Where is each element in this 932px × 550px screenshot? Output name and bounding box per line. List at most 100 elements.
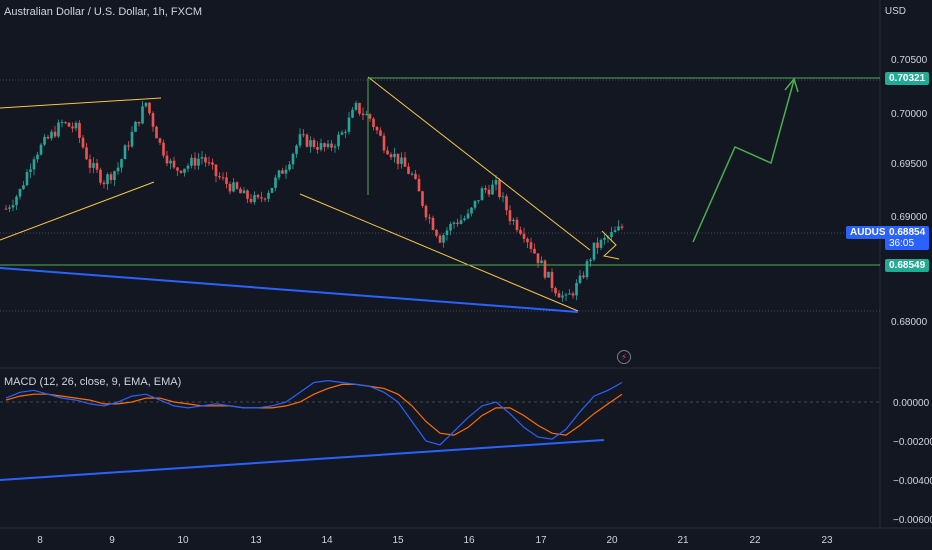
candle-body bbox=[543, 260, 547, 278]
candle-body bbox=[421, 191, 424, 206]
candle-body bbox=[218, 176, 221, 178]
candle-body bbox=[81, 137, 85, 148]
candle-body bbox=[526, 238, 529, 243]
candle-body bbox=[529, 242, 533, 249]
yellow-flag[interactable] bbox=[601, 230, 620, 260]
candle-body bbox=[365, 114, 368, 116]
candle-body bbox=[340, 132, 344, 135]
candle-body bbox=[141, 106, 144, 124]
candle-body bbox=[92, 163, 95, 168]
candle-body bbox=[106, 174, 109, 185]
candle-body bbox=[519, 229, 522, 234]
candle-body bbox=[190, 157, 193, 166]
bar-countdown: 36:05 bbox=[889, 238, 915, 249]
candle-body bbox=[256, 195, 260, 198]
candle-body bbox=[53, 131, 57, 137]
yellow-trendline-upper-left[interactable] bbox=[0, 97, 162, 109]
candle-body bbox=[487, 189, 491, 195]
candle-body bbox=[603, 237, 606, 240]
candle-body bbox=[505, 196, 508, 211]
candle-body bbox=[498, 179, 501, 197]
green-projection-path[interactable] bbox=[692, 79, 795, 243]
candle-body bbox=[8, 207, 11, 209]
last-price-tag: 0.68854 36:05 bbox=[885, 226, 930, 250]
candle-body bbox=[158, 138, 162, 143]
candle-body bbox=[582, 275, 585, 278]
candle-body bbox=[386, 150, 389, 155]
candle-body bbox=[291, 153, 295, 165]
time-tick-label: 8 bbox=[37, 535, 43, 546]
candle-body bbox=[102, 182, 106, 185]
candle-body bbox=[179, 170, 183, 173]
candle-body bbox=[375, 127, 379, 131]
candle-body bbox=[148, 102, 151, 114]
candle-body bbox=[137, 121, 141, 124]
macd-indicator-label[interactable]: MACD (12, 26, close, 9, EMA, EMA) bbox=[4, 376, 182, 388]
candle-body bbox=[522, 233, 526, 239]
candle-body bbox=[547, 271, 550, 278]
candle-body bbox=[78, 122, 81, 138]
candle-body bbox=[57, 122, 60, 137]
candle-body bbox=[585, 261, 589, 278]
blue-trendline-price[interactable] bbox=[0, 267, 579, 313]
candle-body bbox=[463, 218, 466, 221]
candle-body bbox=[333, 146, 337, 148]
macd-tick-label: −0.00200 bbox=[893, 437, 932, 448]
candle-body bbox=[400, 157, 403, 164]
candle-body bbox=[165, 155, 169, 164]
candle-body bbox=[298, 134, 302, 146]
candle-body bbox=[155, 126, 158, 139]
candle-body bbox=[99, 169, 102, 183]
candle-body bbox=[260, 197, 263, 199]
candle-body bbox=[452, 222, 456, 224]
candle-body bbox=[71, 126, 74, 129]
candle-body bbox=[193, 157, 197, 166]
candle-body bbox=[162, 142, 165, 156]
blue-trendline-macd[interactable] bbox=[0, 439, 605, 481]
candle-body bbox=[32, 159, 36, 170]
candle-body bbox=[617, 226, 620, 231]
candle-body bbox=[379, 130, 382, 136]
lightning-icon[interactable]: ⚡ bbox=[617, 350, 631, 364]
candle-body bbox=[270, 187, 274, 193]
time-tick-label: 20 bbox=[606, 535, 618, 546]
candle-body bbox=[232, 182, 235, 192]
candle-body bbox=[151, 113, 155, 127]
candle-body bbox=[554, 288, 557, 294]
candle-body bbox=[109, 174, 113, 180]
candle-body bbox=[214, 164, 218, 177]
candle-body bbox=[67, 122, 71, 127]
candle-body bbox=[589, 259, 592, 262]
candle-body bbox=[372, 118, 375, 128]
yellow-wedge-lower[interactable] bbox=[299, 193, 579, 312]
candle-body bbox=[449, 223, 452, 231]
candle-body bbox=[564, 294, 568, 296]
candle-body bbox=[263, 198, 267, 200]
candle-body bbox=[204, 157, 207, 163]
yellow-trendline-lower-left[interactable] bbox=[0, 181, 155, 241]
price-tick-label: 0.70500 bbox=[891, 55, 928, 66]
candle-body bbox=[407, 166, 410, 174]
macd-tick-label: −0.00400 bbox=[893, 476, 932, 487]
candle-body bbox=[15, 196, 18, 206]
candle-body bbox=[312, 140, 316, 147]
candle-body bbox=[169, 160, 172, 164]
candle-body bbox=[29, 169, 32, 173]
candle-body bbox=[18, 189, 22, 197]
candle-body bbox=[466, 213, 470, 219]
candle-body bbox=[431, 217, 435, 230]
candle-body bbox=[309, 140, 312, 147]
yellow-wedge-upper[interactable] bbox=[367, 76, 591, 251]
candle-body bbox=[389, 154, 393, 158]
candle-body bbox=[246, 190, 249, 199]
resistance-price-tag: 0.70321 bbox=[885, 72, 930, 85]
candle-body bbox=[172, 160, 176, 168]
candle-body bbox=[274, 177, 277, 188]
time-tick-label: 22 bbox=[749, 535, 761, 546]
candle-body bbox=[200, 157, 204, 159]
candle-body bbox=[477, 200, 480, 202]
candle-body bbox=[536, 253, 540, 264]
time-tick-label: 14 bbox=[321, 535, 333, 546]
candle-body bbox=[4, 208, 8, 210]
